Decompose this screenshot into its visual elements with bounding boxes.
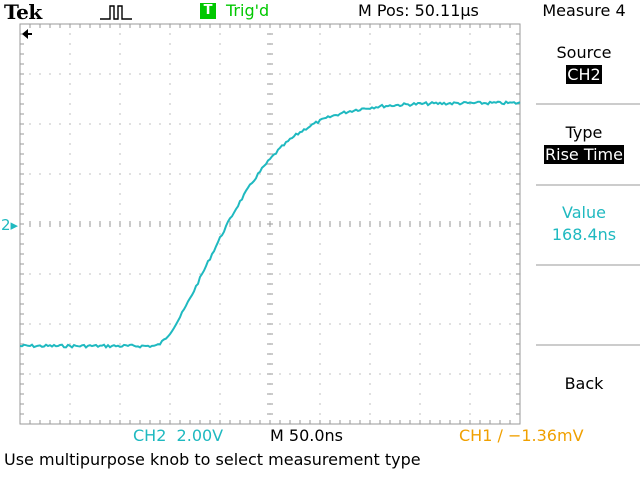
source-value: CH2	[566, 65, 602, 84]
back-button[interactable]: Back	[528, 373, 640, 395]
trigger-position-arrow-icon	[22, 29, 32, 39]
ch2-scale: CH2 2.00V	[133, 426, 224, 445]
type-value: Rise Time	[544, 145, 624, 164]
status-message: Use multipurpose knob to select measurem…	[4, 450, 421, 469]
type-menu-button[interactable]: Type Rise Time	[528, 122, 640, 166]
source-label: Source	[556, 43, 612, 62]
horizontal-position: M Pos: 50.11µs	[358, 1, 479, 20]
trigger-pulse-icon	[100, 5, 132, 20]
trigger-status: Trig'd	[226, 1, 270, 20]
back-label: Back	[564, 374, 604, 393]
value-value: 168.4ns	[551, 225, 617, 244]
ch2-ground-marker: 2▸	[1, 216, 19, 234]
value-readout: Value 168.4ns	[528, 202, 640, 246]
graticule-grid	[19, 23, 521, 425]
timebase: M 50.0ns	[270, 426, 343, 445]
brand-logo: Tek	[4, 0, 42, 24]
ch1-trigger-level: CH1 ∕ −1.36mV	[459, 426, 584, 445]
source-menu-button[interactable]: Source CH2	[528, 42, 640, 86]
ch2-waveform	[19, 100, 521, 349]
trigger-status-icon: T	[200, 3, 216, 19]
value-label: Value	[562, 203, 606, 222]
side-menu-dividers	[536, 103, 640, 346]
type-label: Type	[565, 123, 603, 142]
menu-title: Measure 4	[542, 1, 626, 20]
